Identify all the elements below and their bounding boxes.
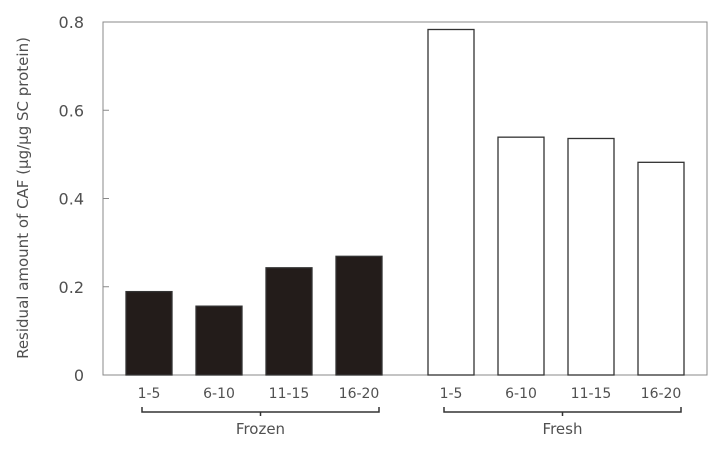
x-tick-label: 16-20 [641, 386, 682, 402]
y-axis-label: Residual amount of CAF (µg/µg SC protein… [14, 37, 32, 359]
x-tick-label: 11-15 [571, 386, 612, 402]
bar-frozen-6-10 [195, 305, 243, 376]
group-label: Fresh [543, 420, 583, 438]
group-label: Frozen [236, 420, 285, 438]
group-bracket [443, 407, 682, 416]
y-tick-label: 0 [74, 366, 84, 385]
bar-fresh-11-15 [567, 137, 615, 376]
bar-fresh-1-5 [427, 28, 475, 376]
y-tick-label: 0.4 [59, 190, 84, 209]
bar-frozen-11-15 [265, 267, 313, 376]
bar-frozen-16-20 [335, 255, 383, 376]
x-tick-label: 16-20 [339, 386, 380, 402]
x-tick-label: 6-10 [203, 386, 235, 402]
bar-frozen-1-5 [125, 290, 173, 376]
bar-fresh-6-10 [497, 136, 545, 376]
x-tick-label: 1-5 [138, 386, 161, 402]
y-tick-label: 0.6 [59, 101, 84, 120]
y-tick-label: 0.2 [59, 278, 84, 297]
plot-frame [102, 21, 708, 376]
x-tick-label: 11-15 [269, 386, 310, 402]
bar-fresh-16-20 [637, 161, 685, 376]
x-tick-label: 1-5 [440, 386, 463, 402]
x-tick-label: 6-10 [505, 386, 537, 402]
y-tick-label: 0.8 [59, 13, 84, 32]
group-bracket [141, 407, 380, 416]
